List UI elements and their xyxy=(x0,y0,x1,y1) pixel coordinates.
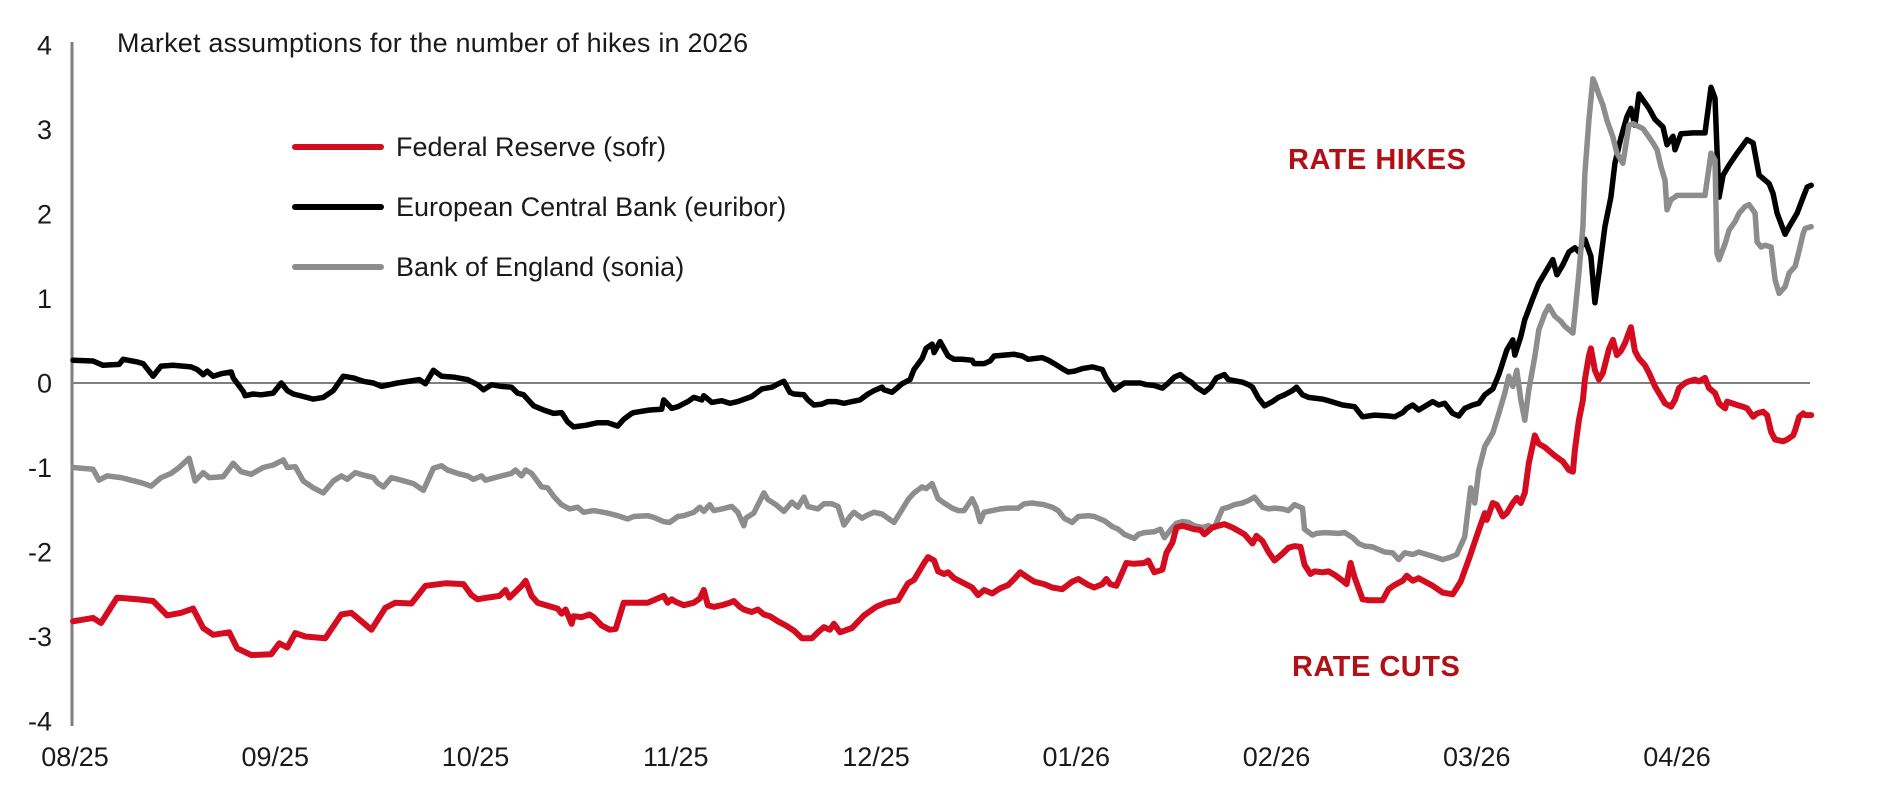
x-tick-label: 10/25 xyxy=(442,742,510,772)
y-tick-label: 4 xyxy=(37,31,52,61)
legend-swatch-boe-line xyxy=(292,264,384,270)
x-tick-label: 03/26 xyxy=(1443,742,1511,772)
legend-swatch-ecb-line xyxy=(292,204,384,210)
legend: Federal Reserve (sofr) European Central … xyxy=(292,117,786,297)
annotation-rate-cuts: RATE CUTS xyxy=(1292,651,1461,683)
legend-item-boe: Bank of England (sonia) xyxy=(292,237,786,297)
legend-label-ecb: European Central Bank (euribor) xyxy=(396,191,787,222)
y-tick-label: 1 xyxy=(37,284,52,314)
y-tick-label: 3 xyxy=(37,115,52,145)
y-tick-label: -2 xyxy=(28,538,52,568)
series-line-ecb xyxy=(70,84,1814,430)
legend-label-boe: Bank of England (sonia) xyxy=(396,251,685,282)
x-tick-label: 02/26 xyxy=(1243,742,1311,772)
annotation-rate-hikes: RATE HIKES xyxy=(1288,144,1467,176)
x-tick-label: 12/25 xyxy=(842,742,910,772)
series-line-boe xyxy=(70,76,1814,563)
y-tick-label: 2 xyxy=(37,200,52,230)
y-tick-label: -4 xyxy=(28,707,52,737)
legend-item-ecb: European Central Bank (euribor) xyxy=(292,177,786,237)
legend-label-fed: Federal Reserve (sofr) xyxy=(396,131,667,162)
legend-swatch-fed-line xyxy=(292,144,384,150)
y-tick-label: -3 xyxy=(28,622,52,652)
x-tick-label: 04/26 xyxy=(1643,742,1711,772)
y-tick-label: -1 xyxy=(28,453,52,483)
legend-item-fed: Federal Reserve (sofr) xyxy=(292,117,786,177)
series-line-fed xyxy=(70,324,1815,659)
x-tick-label: 01/26 xyxy=(1042,742,1110,772)
chart-title: Market assumptions for the number of hik… xyxy=(117,28,749,58)
x-tick-label: 09/25 xyxy=(241,742,309,772)
y-tick-label: 0 xyxy=(37,369,52,399)
x-tick-label: 08/25 xyxy=(41,742,109,772)
x-tick-label: 11/25 xyxy=(643,742,709,772)
